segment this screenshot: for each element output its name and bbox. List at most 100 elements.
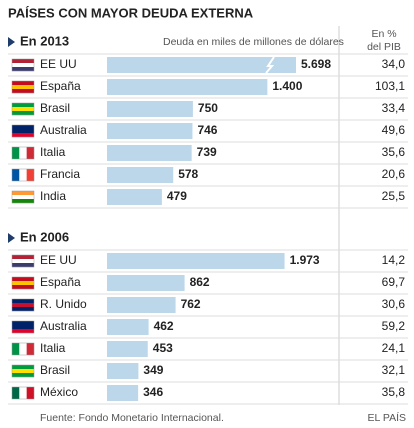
flag bbox=[12, 195, 34, 200]
flag bbox=[12, 369, 34, 374]
flag-border bbox=[11, 102, 35, 116]
pib-value: 32,1 bbox=[382, 363, 406, 377]
flag bbox=[12, 107, 34, 112]
pib-value: 35,6 bbox=[382, 145, 406, 159]
flag bbox=[26, 343, 35, 355]
pib-value: 25,5 bbox=[382, 189, 406, 203]
category-label: Brasil bbox=[40, 101, 70, 115]
flag bbox=[12, 321, 34, 326]
bar bbox=[107, 57, 296, 73]
pib-value: 33,4 bbox=[382, 101, 406, 115]
flag bbox=[12, 147, 20, 159]
flag bbox=[12, 199, 34, 204]
section-title: En 2013 bbox=[20, 33, 69, 48]
flag bbox=[26, 387, 35, 399]
flag bbox=[12, 329, 34, 334]
bar bbox=[107, 385, 139, 401]
flag bbox=[12, 343, 20, 355]
value-label: 762 bbox=[181, 297, 201, 311]
value-label: 5.698 bbox=[301, 57, 331, 71]
pib-header: En % bbox=[371, 28, 396, 40]
flag-border bbox=[11, 320, 35, 334]
flag bbox=[12, 103, 34, 108]
flag bbox=[12, 133, 34, 138]
value-label: 578 bbox=[178, 167, 198, 181]
value-label: 462 bbox=[154, 319, 174, 333]
flag-border bbox=[11, 124, 35, 138]
brand: EL PAÍS bbox=[367, 411, 406, 424]
bar bbox=[107, 319, 149, 335]
flag bbox=[12, 81, 34, 86]
section-bullet bbox=[8, 37, 15, 47]
pib-value: 103,1 bbox=[375, 79, 405, 93]
value-label: 349 bbox=[143, 363, 163, 377]
flag-border bbox=[11, 58, 35, 72]
flag bbox=[12, 111, 34, 116]
value-label: 750 bbox=[198, 101, 218, 115]
flag-border bbox=[11, 168, 35, 182]
flag-border bbox=[11, 298, 35, 312]
flag-border bbox=[11, 190, 35, 204]
flag bbox=[12, 85, 34, 90]
flag bbox=[19, 343, 27, 355]
category-label: Brasil bbox=[40, 363, 70, 377]
flag bbox=[12, 255, 34, 260]
flag bbox=[12, 277, 34, 282]
pib-value: 20,6 bbox=[382, 167, 406, 181]
flag bbox=[12, 129, 34, 134]
bar bbox=[107, 123, 193, 139]
flag-border bbox=[11, 342, 35, 356]
flag bbox=[12, 259, 34, 264]
category-label: Australia bbox=[40, 319, 87, 333]
bar bbox=[107, 363, 139, 379]
pib-value: 69,7 bbox=[382, 275, 406, 289]
pib-value: 49,6 bbox=[382, 123, 406, 137]
source: Fuente: Fondo Monetario Internacional. bbox=[40, 412, 224, 424]
flag bbox=[19, 169, 27, 181]
flag bbox=[12, 263, 34, 268]
flag-border bbox=[11, 386, 35, 400]
bar bbox=[107, 145, 192, 161]
pib-value: 35,8 bbox=[382, 385, 406, 399]
flag bbox=[12, 59, 34, 64]
flag bbox=[19, 387, 27, 399]
pib-value: 59,2 bbox=[382, 319, 406, 333]
flag bbox=[12, 89, 34, 94]
category-label: India bbox=[40, 189, 66, 203]
category-label: Italia bbox=[40, 145, 66, 159]
value-label: 739 bbox=[197, 145, 217, 159]
pib-value: 24,1 bbox=[382, 341, 406, 355]
value-label: 1.973 bbox=[290, 253, 320, 267]
flag-border bbox=[11, 80, 35, 94]
flag bbox=[12, 303, 34, 308]
flag-border bbox=[11, 146, 35, 160]
value-label: 479 bbox=[167, 189, 187, 203]
flag bbox=[26, 169, 35, 181]
flag bbox=[12, 125, 34, 130]
bar bbox=[107, 341, 148, 357]
section-title: En 2006 bbox=[20, 229, 69, 244]
category-label: México bbox=[40, 385, 78, 399]
pib-value: 30,6 bbox=[382, 297, 406, 311]
category-label: EE UU bbox=[40, 253, 77, 267]
bar bbox=[107, 297, 176, 313]
flag bbox=[12, 63, 34, 68]
category-label: Australia bbox=[40, 123, 87, 137]
flag bbox=[19, 147, 27, 159]
category-label: R. Unido bbox=[40, 297, 87, 311]
flag bbox=[12, 285, 34, 290]
flag bbox=[12, 169, 20, 181]
category-label: Italia bbox=[40, 341, 66, 355]
flag-border bbox=[11, 364, 35, 378]
title: PAÍSES CON MAYOR DEUDA EXTERNA bbox=[8, 5, 254, 20]
bar bbox=[107, 275, 185, 291]
pib-value: 14,2 bbox=[382, 253, 406, 267]
bar bbox=[107, 167, 174, 183]
category-label: EE UU bbox=[40, 57, 77, 71]
value-label: 1.400 bbox=[272, 79, 302, 93]
flag bbox=[12, 307, 34, 312]
flag bbox=[12, 67, 34, 72]
category-label: España bbox=[40, 275, 81, 289]
bar bbox=[107, 189, 162, 205]
